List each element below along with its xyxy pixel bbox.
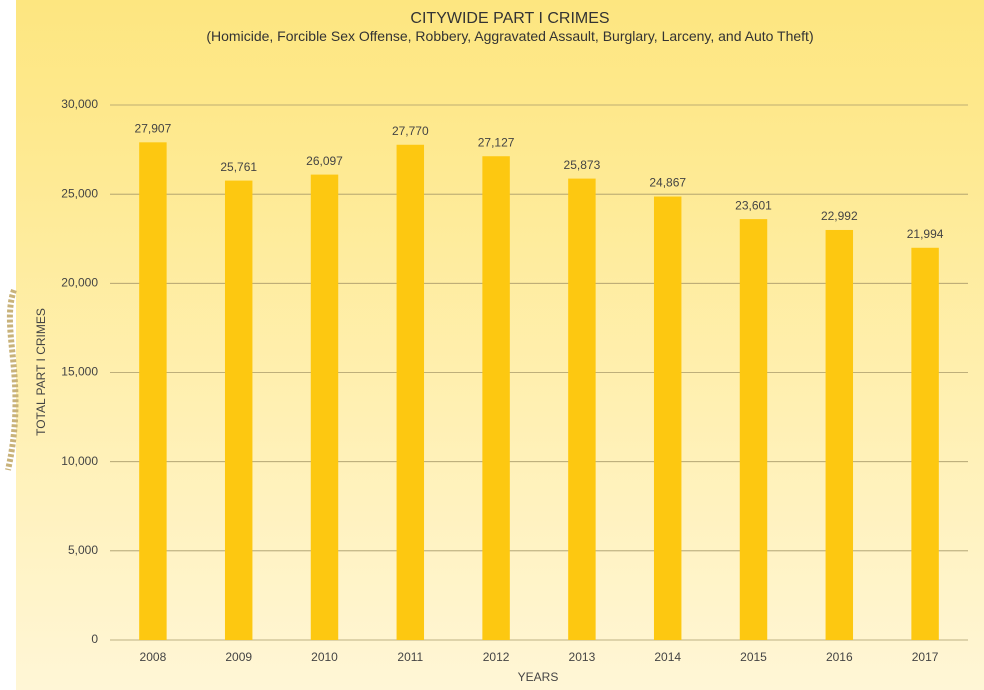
value-label: 25,873 [564, 158, 601, 172]
bar [139, 142, 166, 640]
decoration [8, 290, 15, 470]
bar [654, 197, 681, 640]
y-tick-label: 0 [91, 632, 98, 646]
value-label: 21,994 [907, 227, 944, 241]
chart: TOTAL PART I CRIMES YEARS 0 5,000 10,000 15… [0, 0, 984, 690]
value-label: 25,761 [220, 160, 257, 174]
bar [482, 156, 509, 640]
value-label: 26,097 [306, 154, 343, 168]
x-tick-label: 2013 [569, 650, 596, 664]
bar [568, 179, 595, 640]
x-tick-label: 2014 [654, 650, 681, 664]
x-tick-label: 2015 [740, 650, 767, 664]
x-tick-label: 2017 [912, 650, 939, 664]
chart-title: CITYWIDE PART I CRIMES [120, 10, 900, 28]
x-tick-label: 2016 [826, 650, 853, 664]
bar [397, 145, 424, 640]
y-axis-label: TOTAL PART I CRIMES [34, 308, 48, 436]
x-tick-label: 2009 [225, 650, 252, 664]
page: TOTAL PART I CRIMES YEARS 0 5,000 10,000 15… [0, 0, 984, 690]
value-label: 22,992 [821, 209, 858, 223]
x-tick-label: 2012 [483, 650, 510, 664]
bar [225, 181, 252, 640]
y-tick-label: 10,000 [61, 454, 98, 468]
y-tick-label: 25,000 [61, 186, 98, 200]
y-tick-label: 20,000 [61, 276, 98, 290]
x-tick-label: 2008 [140, 650, 167, 664]
bar [911, 248, 938, 640]
y-tick-label: 30,000 [61, 97, 98, 111]
value-label: 27,127 [478, 135, 515, 149]
bar [826, 230, 853, 640]
y-tick-label: 15,000 [61, 365, 98, 379]
x-tick-label: 2010 [311, 650, 338, 664]
value-label: 24,867 [649, 176, 686, 190]
value-label: 27,770 [392, 124, 429, 138]
x-tick-label: 2011 [397, 650, 423, 664]
x-axis-label: YEARS [518, 670, 559, 684]
bar [311, 175, 338, 640]
y-tick-label: 5,000 [68, 543, 98, 557]
titles: CITYWIDE PART I CRIMES (Homicide, Forcib… [120, 10, 900, 45]
value-label: 23,601 [735, 198, 772, 212]
chart-subtitle: (Homicide, Forcible Sex Offense, Robbery… [120, 28, 900, 45]
bar [740, 219, 767, 640]
value-label: 27,907 [135, 121, 172, 135]
